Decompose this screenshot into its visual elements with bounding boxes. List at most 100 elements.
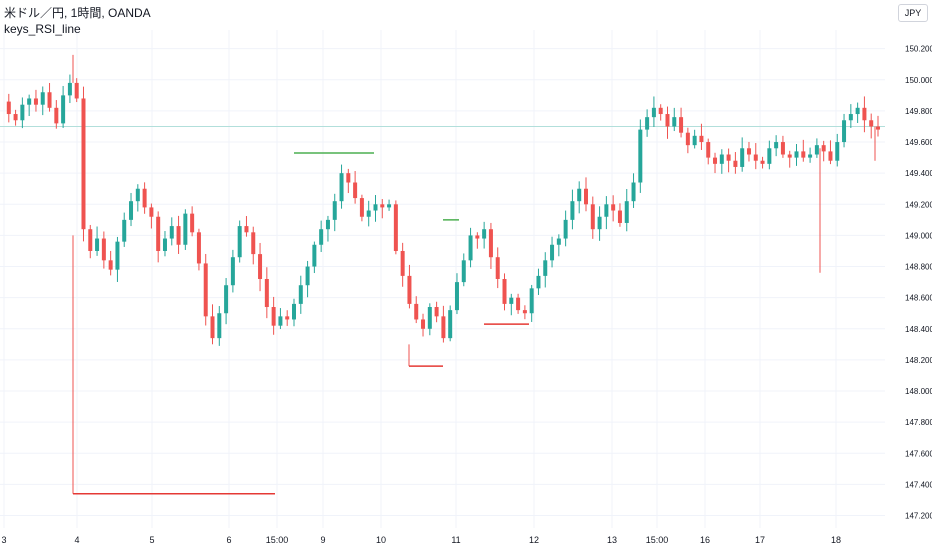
candle-body [20, 104, 25, 121]
candle-body [325, 219, 330, 230]
candle-body [876, 126, 880, 130]
x-tick-label: 9 [320, 535, 325, 545]
candle-body [183, 213, 188, 245]
candle-body [400, 250, 405, 276]
candle-body [631, 182, 636, 202]
x-tick-label: 15:00 [266, 535, 289, 545]
candle-body [794, 151, 799, 158]
candle-body [278, 316, 283, 326]
candle-body [149, 207, 154, 217]
candle-body [862, 107, 867, 121]
candle-body [298, 285, 303, 304]
candle-body [353, 182, 358, 199]
candle-body [577, 188, 582, 202]
candle-body [407, 275, 412, 304]
candle-body [638, 129, 643, 183]
candle-body [713, 157, 718, 164]
y-tick-label: 148.400 [905, 325, 932, 334]
price-axis[interactable]: 150.200 150.000 149.800 149.600 149.400 149.2… [905, 45, 932, 521]
candle-body [808, 154, 813, 158]
candle-body [332, 201, 337, 220]
x-tick-label: 4 [74, 535, 79, 545]
candle-body [285, 316, 290, 320]
candle-body [760, 160, 765, 164]
candle-body [217, 313, 222, 339]
candle-body [543, 260, 548, 276]
candle-body [563, 219, 568, 239]
candle-body [509, 297, 514, 304]
y-tick-label: 147.600 [905, 449, 932, 458]
candle-body [665, 114, 670, 127]
candle-body [74, 82, 79, 99]
candle-body [264, 279, 269, 308]
candle-body [672, 117, 677, 127]
y-tick-label: 148.600 [905, 294, 932, 303]
candle-body [434, 307, 439, 317]
x-tick-label: 3 [1, 535, 6, 545]
candle-body [719, 154, 724, 164]
candle-body [651, 107, 656, 118]
candle-body [441, 316, 446, 339]
candle-body [108, 260, 113, 270]
y-tick-label: 149.400 [905, 169, 932, 178]
x-tick-label: 5 [149, 535, 154, 545]
x-tick-label: 6 [226, 535, 231, 545]
candle-body [468, 235, 473, 261]
candle-body [692, 135, 697, 146]
candle-body [203, 263, 208, 317]
x-tick-label: 17 [755, 535, 765, 545]
candle-body [122, 219, 127, 242]
candle-body [502, 279, 507, 304]
candle-body [461, 260, 466, 283]
x-tick-label: 16 [700, 535, 710, 545]
time-axis[interactable]: 3 4 5 6 15:00 9 10 11 12 13 15:00 16 17 18 [1, 535, 841, 545]
candle-body [529, 288, 534, 314]
symbol-title[interactable]: 米ドル／円, 1時間, OANDA [4, 6, 151, 20]
candle-body [522, 310, 527, 314]
candle-body [699, 135, 704, 143]
candle-body [251, 232, 256, 255]
candle-body [101, 238, 106, 261]
candle-body [584, 188, 588, 205]
candle-body [726, 154, 731, 161]
x-tick-label: 12 [529, 535, 539, 545]
currency-button[interactable]: JPY [898, 4, 928, 22]
y-tick-label: 150.000 [905, 76, 932, 85]
candles [6, 54, 880, 494]
candle-body [196, 232, 201, 264]
candle-body [95, 238, 100, 251]
y-tick-label: 147.800 [905, 418, 932, 427]
candle-body [821, 145, 826, 152]
candle-body [169, 226, 174, 239]
candle-body [176, 226, 181, 245]
candle-body [679, 117, 684, 133]
candle-body [312, 244, 317, 267]
candle-body [787, 154, 792, 158]
candle-body [244, 226, 249, 233]
candle-body [774, 142, 779, 149]
candle-body [780, 142, 785, 155]
candle-body [482, 229, 487, 239]
indicator-name[interactable]: keys_RSI_line [4, 22, 81, 36]
candle-body [421, 319, 426, 329]
candle-body [645, 117, 650, 130]
x-tick-label: 10 [376, 535, 386, 545]
candle-body [740, 148, 745, 167]
candle-body [210, 316, 215, 339]
chart-legend: 米ドル／円, 1時間, OANDA keys_RSI_line [4, 5, 151, 37]
candle-body [339, 173, 344, 202]
y-tick-label: 148.800 [905, 263, 932, 272]
candle-body [495, 257, 500, 279]
candle-body [40, 92, 45, 105]
candle-body [516, 297, 521, 311]
candle-body [597, 216, 602, 230]
grid-lines [0, 30, 885, 528]
candle-body [258, 254, 263, 279]
candle-body [658, 107, 663, 115]
candle-body [47, 92, 52, 108]
candle-body [129, 201, 134, 220]
y-tick-label: 148.000 [905, 387, 932, 396]
indicator-lines [73, 152, 529, 495]
candle-body [590, 204, 595, 230]
